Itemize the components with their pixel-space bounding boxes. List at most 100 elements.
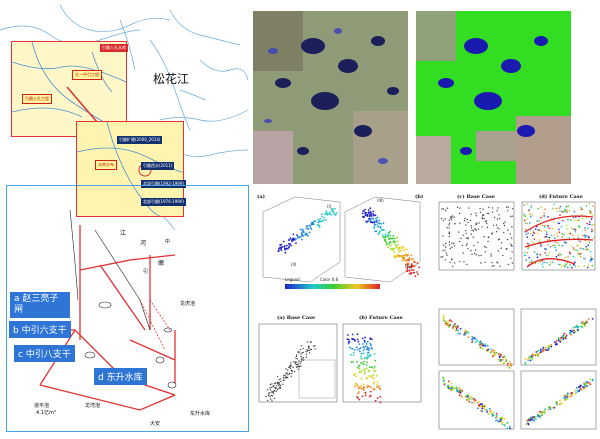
scatter-point: [486, 344, 489, 347]
scatter-point: [306, 232, 308, 235]
scatter-point: [309, 224, 311, 227]
scatter-point: [487, 413, 490, 415]
scatter-point: [353, 349, 356, 351]
scatter-point: [270, 386, 273, 389]
scatter-point: [373, 223, 376, 226]
scatter-point: [442, 244, 445, 246]
scatter-point: [441, 208, 443, 210]
scatter-point: [569, 219, 572, 221]
scatter-point: [321, 220, 324, 222]
scatter-point: [490, 253, 492, 255]
scatter-point: [283, 379, 285, 381]
scatter-point: [319, 220, 321, 223]
scatter-point: [410, 265, 412, 268]
scatter-point: [468, 401, 471, 403]
schematic-label-longwanpao: 龙湾泡: [85, 403, 101, 409]
scatter-point: [366, 346, 369, 348]
scatter-point: [586, 222, 588, 225]
scatter-point: [571, 330, 573, 333]
scatter-point: [554, 246, 556, 249]
plot-case-top-svg: [438, 201, 596, 271]
scatter-point: [360, 369, 363, 372]
scatter-point: [289, 372, 291, 375]
scatter-point: [370, 338, 373, 340]
scatter-point: [370, 215, 373, 217]
satellite-image-classified: [416, 11, 571, 184]
scatter-point: [298, 236, 301, 239]
scatter-point: [576, 249, 578, 252]
scatter-point: [589, 383, 592, 386]
scatter-point: [588, 241, 591, 244]
scatter-point: [527, 210, 530, 212]
scatter-point: [408, 272, 411, 275]
scatter-point: [479, 341, 482, 344]
scatter-point: [527, 357, 530, 360]
scatter-point: [279, 387, 282, 389]
scatter-point: [369, 213, 372, 216]
scatter-point: [533, 416, 536, 419]
scatter-point: [298, 351, 300, 354]
scatter-point: [505, 359, 508, 362]
scatter-point: [370, 221, 372, 224]
scatter-point: [352, 361, 354, 363]
scatter-point: [465, 244, 468, 246]
scatter-point: [358, 398, 361, 401]
scatter-point: [373, 388, 376, 391]
scatter-point: [396, 236, 399, 239]
scatter-point: [560, 339, 562, 342]
scatter-point: [475, 212, 477, 214]
scatter-point: [529, 359, 532, 362]
scatter-point: [369, 207, 372, 210]
scatter-point: [350, 353, 352, 356]
scatter-point: [293, 361, 295, 363]
scatter-point: [475, 254, 477, 256]
scatter-point: [558, 207, 560, 209]
scatter-point: [473, 244, 475, 247]
scatter-point: [543, 224, 546, 227]
scatter-point: [559, 205, 562, 208]
scatter-point: [301, 238, 303, 241]
scatter-point: [299, 362, 301, 364]
scatter-point: [323, 219, 325, 222]
scatter-point: [565, 334, 568, 337]
scatter-point: [545, 248, 547, 250]
scatter-point: [406, 248, 408, 251]
scatter-point: [408, 256, 411, 259]
scatter-point: [361, 337, 364, 340]
scatter-point: [443, 383, 446, 386]
scatter-point: [499, 416, 502, 419]
scatter-point: [372, 382, 375, 385]
scatter-point: [383, 236, 386, 239]
scatter-point: [574, 261, 576, 263]
scatter-point: [478, 255, 480, 257]
scatter-point: [318, 226, 321, 229]
scatter-point: [330, 213, 333, 216]
scatter-point: [500, 242, 503, 244]
scatter-point: [358, 343, 361, 345]
scatter-point: [551, 261, 554, 263]
scatter-point: [585, 205, 588, 207]
scatter-point: [573, 329, 575, 332]
scatter-point: [373, 365, 376, 368]
scatter-point: [544, 408, 546, 411]
scatter-point: [559, 340, 562, 343]
scatter-point: [479, 207, 481, 210]
scatter-point: [557, 339, 560, 342]
scatter-point: [567, 255, 569, 258]
scatter-point: [318, 224, 321, 227]
scatter-point: [308, 345, 310, 347]
scatter-point: [442, 250, 444, 252]
plot-base-case-a-title: (a) Base Case: [277, 315, 316, 321]
scatter-point: [364, 371, 366, 374]
scatter-point: [587, 318, 590, 320]
scatter-point: [362, 363, 365, 366]
scatter-point: [581, 321, 584, 324]
schematic-label-yin: 引: [143, 269, 149, 275]
scatter-point: [375, 218, 377, 220]
scatter-point: [272, 386, 274, 388]
scatter-point: [465, 229, 467, 232]
scatter-point: [591, 214, 594, 217]
scatter-point: [506, 238, 509, 241]
inset-mid-tag-1: 引嫩扩建(2000_2014): [117, 136, 163, 144]
scatter-point: [488, 212, 490, 215]
